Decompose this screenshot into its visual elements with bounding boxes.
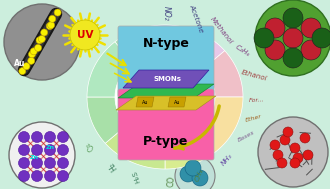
Text: C₂H₆: C₂H₆ [234,44,251,58]
Text: N-type: N-type [143,37,189,50]
Circle shape [48,22,54,29]
Circle shape [180,166,196,182]
Circle shape [255,0,330,76]
Circle shape [23,63,30,70]
Text: H₂: H₂ [106,160,118,172]
Circle shape [18,145,29,156]
Circle shape [18,170,29,181]
Circle shape [270,140,280,150]
Circle shape [46,23,53,30]
Circle shape [45,170,55,181]
FancyBboxPatch shape [118,89,214,160]
Circle shape [57,132,69,143]
Circle shape [290,143,300,153]
Circle shape [312,28,330,48]
Circle shape [57,170,69,181]
Polygon shape [165,135,204,169]
Circle shape [185,160,201,176]
Circle shape [18,157,29,169]
Circle shape [280,135,290,145]
Polygon shape [87,42,133,97]
FancyBboxPatch shape [118,26,214,97]
Circle shape [45,145,55,156]
Circle shape [303,150,313,160]
Circle shape [30,48,37,55]
Text: Zn: Zn [46,145,54,150]
Polygon shape [118,84,214,98]
Text: Au: Au [174,99,180,105]
Text: For...: For... [249,97,265,103]
Circle shape [283,28,303,48]
Text: Methanol: Methanol [209,16,234,46]
Circle shape [70,20,100,50]
Text: Bases: Bases [237,130,255,143]
Polygon shape [87,97,127,143]
Circle shape [57,157,69,169]
Circle shape [9,122,75,188]
Text: NO₂: NO₂ [162,5,171,20]
Circle shape [265,18,285,38]
Circle shape [254,28,274,48]
Text: Zn: Zn [29,155,39,160]
Circle shape [38,36,45,43]
Circle shape [301,40,321,60]
Text: CH₄: CH₄ [194,167,205,182]
Circle shape [36,37,43,44]
Polygon shape [203,51,243,97]
Circle shape [19,68,26,75]
Circle shape [293,153,303,163]
Circle shape [283,48,303,68]
Text: O₂: O₂ [83,139,96,151]
Circle shape [49,15,56,22]
Polygon shape [151,25,185,54]
Text: NH₃: NH₃ [220,152,233,167]
Circle shape [175,156,215,189]
Circle shape [273,150,283,160]
Circle shape [277,158,287,168]
Circle shape [301,18,321,38]
Polygon shape [116,96,216,110]
Text: Acetone: Acetone [188,3,204,33]
Circle shape [31,157,43,169]
Circle shape [28,57,35,64]
Circle shape [31,170,43,181]
Polygon shape [178,27,225,69]
Circle shape [265,40,285,60]
Circle shape [18,132,29,143]
Polygon shape [115,26,156,63]
Circle shape [57,145,69,156]
Circle shape [45,132,55,143]
Text: Au: Au [142,99,148,105]
Circle shape [31,132,43,143]
Circle shape [283,127,293,137]
Circle shape [45,157,55,169]
Text: H₂S: H₂S [132,170,142,184]
Circle shape [41,29,48,36]
Polygon shape [168,97,186,107]
Text: Au: Au [14,60,26,68]
Text: P-type: P-type [143,136,189,149]
Circle shape [290,158,300,168]
Circle shape [35,44,42,51]
Text: CO: CO [167,175,176,187]
Text: SMONs: SMONs [154,76,182,82]
Circle shape [54,9,61,16]
Polygon shape [115,53,215,141]
Circle shape [4,4,80,80]
Text: Ether: Ether [245,114,263,123]
Polygon shape [123,70,209,88]
Circle shape [258,117,328,187]
Polygon shape [190,97,243,159]
Circle shape [192,170,208,186]
Circle shape [283,8,303,28]
Polygon shape [105,125,165,169]
Circle shape [28,51,36,58]
Circle shape [31,145,43,156]
Text: Ethanol: Ethanol [240,69,268,82]
Polygon shape [136,97,154,107]
Text: UV: UV [77,30,93,40]
Circle shape [300,133,310,143]
